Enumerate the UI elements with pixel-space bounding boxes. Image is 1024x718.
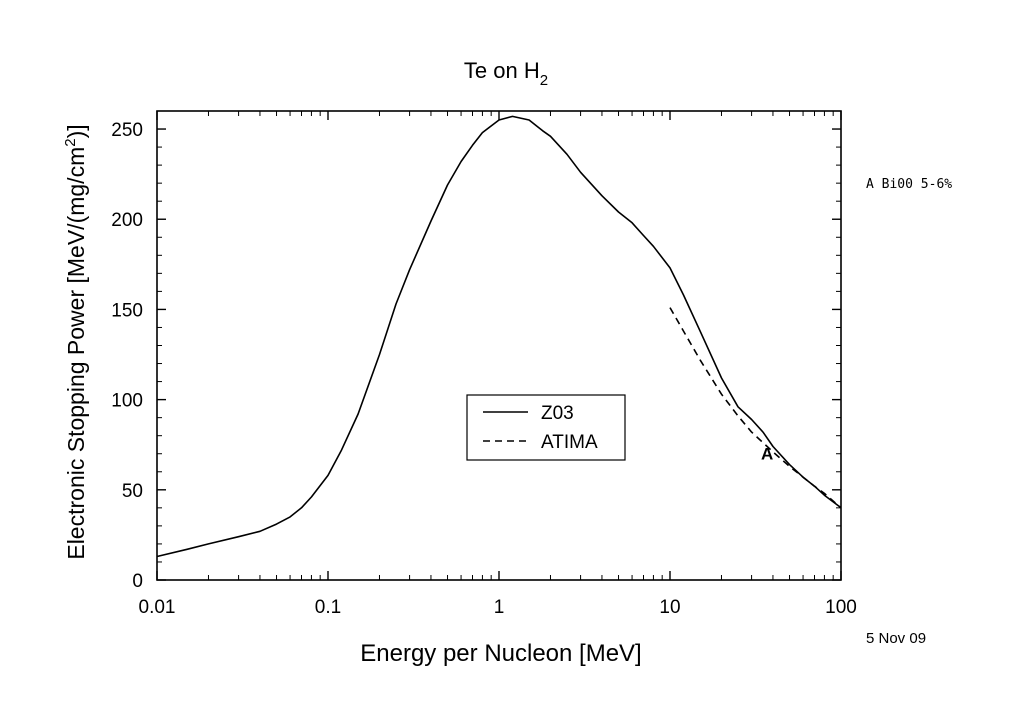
y-axis-label: Electronic Stopping Power [MeV/(mg/cm2)] [62,124,89,559]
y-axis-ticks: 0 50 100 150 200 250 [111,120,841,592]
data-marker-label: A [761,445,773,464]
x-tick-label: 1 [494,597,505,618]
chart-title-subscript: 2 [540,72,548,89]
x-axis-ticks: 0.01 0.1 1 10 100 [139,111,857,618]
y-tick-label: 50 [122,481,143,502]
y-axis-label-superscript: 2 [62,138,79,146]
x-tick-label: 0.1 [315,597,341,618]
legend-label-z03: Z03 [541,403,574,424]
legend-box [466,394,626,461]
y-axis-label-main: Electronic Stopping Power [MeV/(mg/cm [63,147,89,560]
chart-title: Te on H2 [464,58,548,89]
x-tick-label: 0.01 [139,597,176,618]
x-tick-label: 10 [659,597,680,618]
series-line-atima [669,307,842,509]
legend-label-atima: ATIMA [541,432,598,453]
data-markers: A [761,445,773,464]
reference-annotation: A Bi00 5-6% [866,177,952,192]
y-tick-label: 0 [132,571,143,592]
y-axis-label-close: )] [63,124,89,138]
legend: Z03 ATIMA [466,394,626,461]
series-layer [156,115,842,558]
chart-title-text: Te on H [464,58,540,83]
date-annotation: 5 Nov 09 [866,630,926,647]
x-axis-label: Energy per Nucleon [MeV] [360,640,641,667]
x-tick-label: 100 [825,597,857,618]
y-tick-label: 200 [111,210,143,231]
y-tick-label: 250 [111,120,143,141]
series-line-z03 [156,115,842,558]
y-tick-label: 150 [111,300,143,321]
y-tick-label: 100 [111,391,143,412]
